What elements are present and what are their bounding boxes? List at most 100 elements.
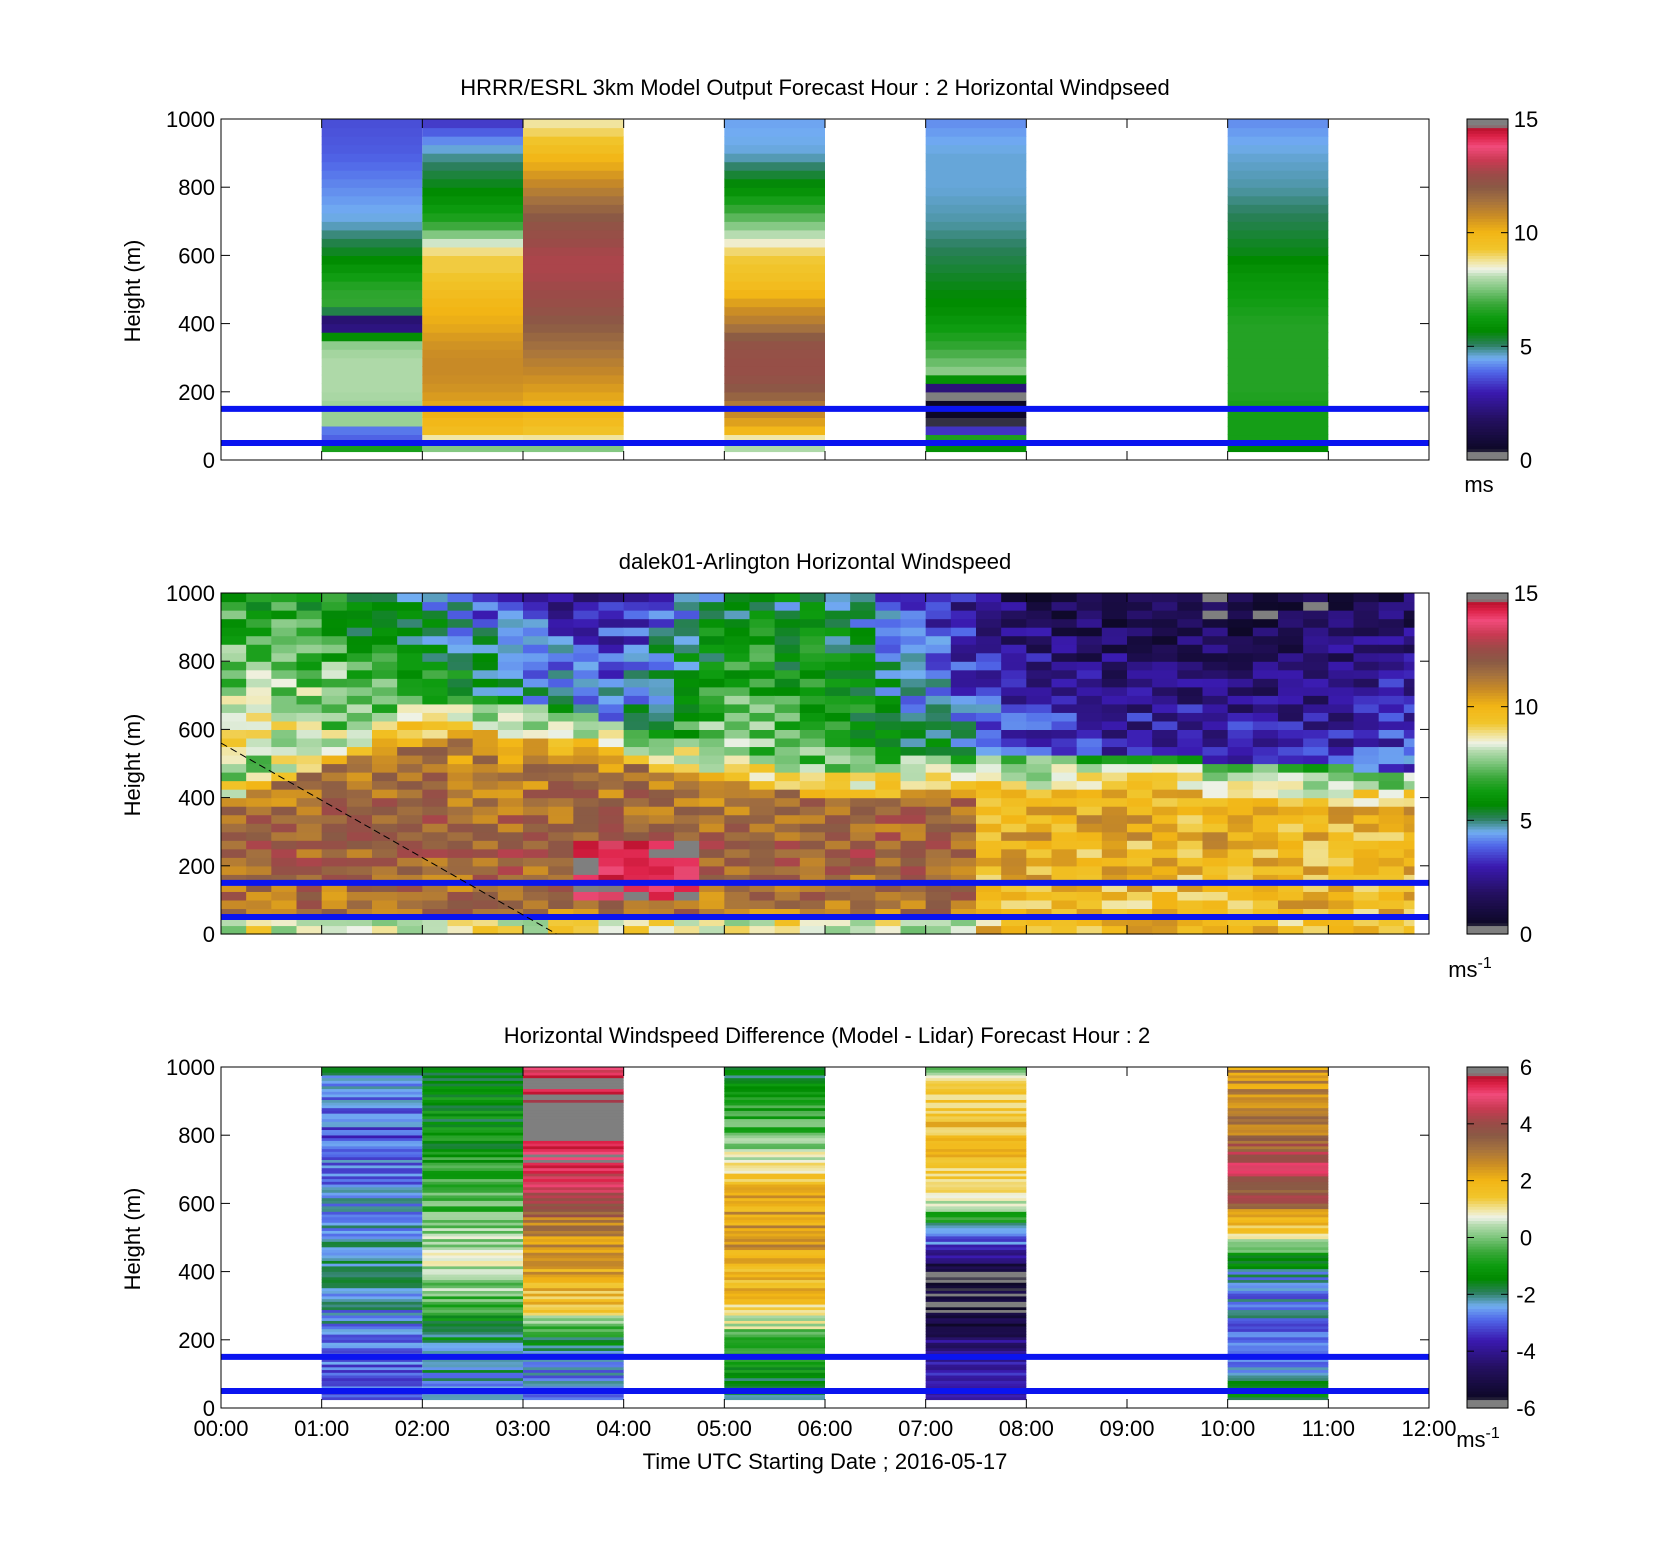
heatmap-cell xyxy=(321,1224,423,1229)
heatmap-cell xyxy=(548,635,574,645)
heatmap-cell xyxy=(925,1178,1027,1182)
heatmap-cell xyxy=(321,1192,423,1196)
heatmap-cell xyxy=(1403,669,1415,679)
heatmap-cell xyxy=(925,797,952,807)
heatmap-cell xyxy=(523,161,624,171)
heatmap-cell xyxy=(1227,1314,1329,1319)
heatmap-cell xyxy=(447,652,474,662)
colorbar-swatch xyxy=(1467,312,1508,316)
colorbar-swatch xyxy=(1467,1376,1508,1381)
heatmap-cell xyxy=(1001,720,1027,730)
heatmap-cell xyxy=(422,366,523,376)
heatmap-cell xyxy=(296,840,323,850)
heatmap-cell xyxy=(1328,644,1355,654)
heatmap-cell xyxy=(724,1222,825,1226)
heatmap-cell xyxy=(724,1276,825,1281)
heatmap-cell xyxy=(1227,737,1254,748)
colorbar-swatch xyxy=(1467,681,1508,685)
heatmap-cell xyxy=(774,635,801,645)
heatmap-plot xyxy=(321,1067,1329,1401)
heatmap-cell xyxy=(648,720,675,730)
heatmap-cell xyxy=(523,712,549,722)
heatmap-cell xyxy=(925,195,1027,205)
heatmap-cell xyxy=(1252,635,1279,645)
heatmap-cell xyxy=(1127,669,1153,679)
heatmap-cell xyxy=(422,1350,523,1354)
heatmap-cell xyxy=(422,1314,523,1319)
colorbar-swatch xyxy=(1467,720,1508,725)
heatmap-cell xyxy=(1353,652,1380,662)
heatmap-cell xyxy=(1152,712,1178,722)
heatmap-cell xyxy=(1303,644,1329,654)
heatmap-cell xyxy=(1403,899,1415,910)
heatmap-cell xyxy=(221,729,247,739)
heatmap-cell xyxy=(1403,593,1415,603)
heatmap-cell xyxy=(1227,1238,1329,1242)
colorbar-swatch xyxy=(1467,423,1508,427)
colorbar-swatch xyxy=(1467,320,1508,325)
colorbar-swatch xyxy=(1467,754,1508,759)
heatmap-cell xyxy=(346,840,373,850)
heatmap-cell xyxy=(296,857,323,867)
heatmap-cell xyxy=(1152,695,1178,705)
heatmap-cell xyxy=(799,695,826,705)
heatmap-cell xyxy=(422,1334,523,1338)
heatmap-cell xyxy=(422,1077,523,1081)
heatmap-cell xyxy=(623,661,650,671)
heatmap-cell xyxy=(799,908,826,918)
heatmap-cell xyxy=(925,1317,1027,1321)
heatmap-cell xyxy=(875,686,902,696)
heatmap-cell xyxy=(221,857,247,867)
heatmap-cell xyxy=(296,865,323,875)
colorbar-swatch xyxy=(1467,337,1508,342)
y-tick-label: 600 xyxy=(178,243,215,268)
heatmap-cell xyxy=(1227,1306,1329,1311)
heatmap-cell xyxy=(1227,170,1329,180)
heatmap-cell xyxy=(321,1303,423,1308)
heatmap-cell xyxy=(523,178,624,188)
heatmap-cell xyxy=(472,754,499,765)
heatmap-cell xyxy=(1177,601,1204,611)
heatmap-cell xyxy=(825,695,851,705)
heatmap-cell xyxy=(296,823,323,833)
heatmap-cell xyxy=(799,661,826,671)
heatmap-cell xyxy=(1227,1123,1329,1128)
heatmap-cell xyxy=(321,712,348,722)
heatmap-cell xyxy=(221,661,247,671)
colorbar-swatch xyxy=(1467,440,1508,444)
heatmap-cell xyxy=(1303,763,1329,773)
heatmap-cell xyxy=(774,865,801,875)
colorbar-swatch xyxy=(1467,309,1508,313)
heatmap-cell xyxy=(925,1118,1027,1122)
heatmap-cell xyxy=(1127,661,1153,671)
heatmap-cell xyxy=(724,1148,825,1152)
heatmap-cell xyxy=(523,1194,624,1199)
heatmap-cell xyxy=(1227,400,1329,410)
heatmap-cell xyxy=(1227,1287,1329,1291)
heatmap-cell xyxy=(950,669,977,679)
heatmap-cell xyxy=(774,695,801,705)
colorbar-swatch xyxy=(1467,386,1508,390)
heatmap-cell xyxy=(925,1167,1027,1171)
heatmap-cell xyxy=(397,797,423,807)
heatmap-cell xyxy=(699,840,725,850)
heatmap-cell xyxy=(422,1162,523,1166)
heatmap-cell xyxy=(523,1216,624,1221)
heatmap-cell xyxy=(221,593,247,603)
heatmap-cell xyxy=(1026,669,1053,679)
heatmap-cell xyxy=(1353,831,1380,841)
heatmap-cell xyxy=(1152,865,1178,875)
heatmap-cell xyxy=(623,848,650,858)
heatmap-cell xyxy=(523,1273,624,1278)
heatmap-cell xyxy=(397,780,423,790)
heatmap-cell xyxy=(900,831,927,841)
colorbar-swatch xyxy=(1467,150,1508,154)
heatmap-cell xyxy=(221,806,247,816)
heatmap-cell xyxy=(1001,695,1027,705)
heatmap-cell xyxy=(1076,610,1103,620)
heatmap-cell xyxy=(875,669,902,679)
heatmap-cell xyxy=(422,1197,523,1201)
heatmap-cell xyxy=(1127,601,1153,611)
heatmap-cell xyxy=(1001,746,1027,756)
heatmap-cell xyxy=(825,797,851,807)
